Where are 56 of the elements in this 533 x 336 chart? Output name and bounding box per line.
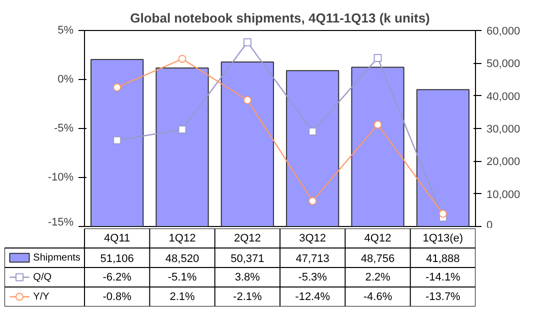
x-tick-label: 4Q11 [104, 232, 130, 244]
data-label: 47,713 [296, 252, 330, 265]
data-label: 2.2% [365, 271, 391, 284]
point [374, 120, 382, 129]
x-tick-label: 1Q12 [168, 232, 196, 244]
x-tick-label: 3Q12 [299, 232, 326, 244]
y2-tick-label: 40,000 [486, 90, 520, 103]
point [308, 197, 317, 206]
y2-tick-label: 50,000 [486, 58, 520, 70]
data-label: 41,888 [426, 252, 460, 265]
legend-label: Q/Q [33, 272, 52, 283]
data-label: 3.8% [234, 271, 260, 284]
point [308, 127, 317, 136]
y2-tick-label: 20,000 [486, 156, 520, 168]
chart-title: Global notebook shipments, 4Q11-1Q13 (k units) [130, 10, 430, 26]
x-tick-label: 1Q13(e) [422, 232, 464, 244]
legend-label: Shipments [33, 252, 80, 264]
y-tick-label: 5% [58, 24, 74, 36]
legend-label: Y/Y [33, 291, 50, 302]
data-label: -6.2% [102, 271, 132, 284]
point [113, 136, 122, 144]
bar [220, 61, 274, 226]
y-tick-label: -15% [48, 216, 74, 228]
bar [90, 59, 144, 226]
point [243, 96, 252, 104]
bar [351, 66, 404, 226]
point [178, 125, 186, 134]
point [243, 38, 252, 46]
point [178, 54, 186, 63]
bar [286, 70, 340, 226]
data-label: -0.8% [102, 290, 132, 303]
bar [156, 68, 209, 226]
point [374, 54, 382, 62]
y-tick-label: -5% [54, 122, 74, 134]
y2-tick-label: 60,000 [486, 26, 520, 38]
point [438, 210, 447, 218]
data-label: -12.4% [295, 290, 330, 303]
y-tick-label: -10% [48, 172, 74, 184]
x-tick-label: 4Q12 [364, 232, 392, 244]
x-tick-label: 2Q12 [234, 232, 261, 244]
data-label: 48,756 [360, 252, 395, 265]
data-label: 51,106 [100, 252, 134, 265]
data-label: -14.1% [425, 271, 461, 284]
y-tick-label: 0% [58, 74, 74, 86]
y2-tick-label: 30,000 [486, 124, 520, 136]
data-label: -4.6% [363, 290, 392, 303]
y2-tick-label: 10,000 [486, 188, 520, 201]
data-label: -5.3% [298, 271, 328, 284]
data-label: -5.1% [168, 271, 197, 284]
data-label: 50,371 [230, 252, 264, 265]
point [113, 83, 122, 92]
data-label: 48,520 [165, 252, 200, 265]
data-label: -2.1% [233, 290, 262, 303]
data-label: -13.7% [425, 290, 461, 303]
bar [416, 89, 470, 226]
data-label: 2.1% [170, 290, 196, 303]
